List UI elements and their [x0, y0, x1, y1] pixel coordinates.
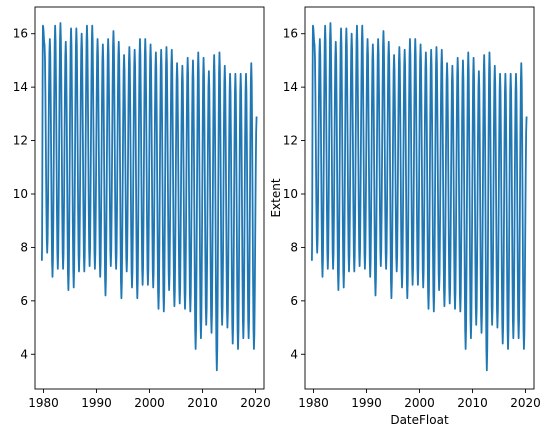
right-y-axis-label: Extent	[269, 178, 283, 217]
right-extent-series-line	[310, 22, 528, 372]
right-y-tick-label: 12	[283, 134, 298, 148]
right-x-tick-label: 1990	[351, 396, 382, 410]
left-x-tick-label: 1980	[28, 396, 59, 410]
left-y-ticks: 4 6 8 10 12 14 16	[13, 27, 35, 361]
right-x-tick-label: 1980	[298, 396, 329, 410]
right-y-tick-label: 8	[290, 240, 298, 254]
left-y-tick-label: 6	[20, 294, 28, 308]
right-series-layer	[310, 22, 528, 372]
left-y-tick-label: 16	[13, 27, 28, 41]
right-y-ticks: 4 6 8 10 12 14 16	[283, 27, 305, 361]
right-y-tick-label: 10	[283, 187, 298, 201]
right-y-tick-label: 16	[283, 27, 298, 41]
right-y-tick-label: 4	[290, 347, 298, 361]
left-y-tick-label: 12	[13, 134, 28, 148]
left-extent-series-line	[40, 22, 258, 372]
right-subplot: 1980 1990 2000 2010 2020 4 6 8 10 12 14 16 DateFlo…	[269, 6, 541, 427]
left-series-layer	[40, 22, 258, 372]
left-y-tick-label: 10	[13, 187, 28, 201]
left-x-tick-label: 2000	[134, 396, 165, 410]
left-x-ticks: 1980 1990 2000 2010 2020	[28, 389, 271, 410]
right-x-tick-label: 2000	[404, 396, 435, 410]
left-x-tick-label: 1990	[81, 396, 112, 410]
left-y-tick-label: 4	[20, 347, 28, 361]
right-x-tick-label: 2010	[457, 396, 488, 410]
left-subplot: 1980 1990 2000 2010 2020 4 6 8 10 12 14 16	[13, 6, 271, 410]
right-y-tick-label: 14	[283, 80, 298, 94]
left-y-tick-label: 14	[13, 80, 28, 94]
left-x-tick-label: 2020	[240, 396, 271, 410]
left-x-tick-label: 2010	[187, 396, 218, 410]
right-x-tick-label: 2020	[510, 396, 541, 410]
right-y-tick-label: 6	[290, 294, 298, 308]
left-y-tick-label: 8	[20, 240, 28, 254]
right-x-ticks: 1980 1990 2000 2010 2020	[298, 389, 541, 410]
right-x-axis-label: DateFloat	[390, 413, 449, 427]
